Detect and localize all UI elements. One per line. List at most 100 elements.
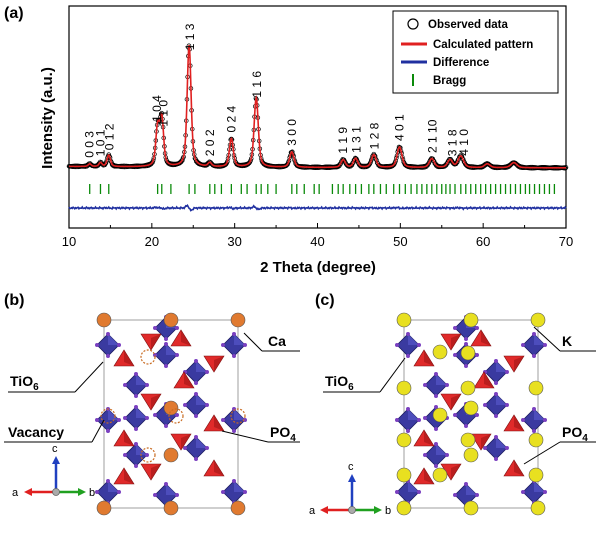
cation-atom xyxy=(396,312,412,328)
oxygen-atom xyxy=(134,394,138,398)
bragg-ticks xyxy=(89,184,556,194)
oxygen-atom xyxy=(505,446,509,450)
hkl-label: 0 2 4 xyxy=(224,105,238,132)
cation-atom xyxy=(463,500,479,516)
octahedron-facet xyxy=(136,444,147,455)
cation-atom xyxy=(96,500,112,516)
oxygen-atom xyxy=(532,332,536,336)
octahedron-facet xyxy=(108,334,119,345)
cation-atom xyxy=(460,380,476,396)
y-axis-title: Intensity (a.u.) xyxy=(39,67,56,169)
cation-atom xyxy=(163,400,179,416)
crystal-structure-c xyxy=(395,312,547,516)
x-tick-label: 50 xyxy=(393,234,407,249)
axes-triad-c: c a b xyxy=(309,461,391,517)
oxygen-atom xyxy=(164,424,168,428)
cation-atom xyxy=(528,432,544,448)
b-axis-head-b xyxy=(78,488,86,496)
oxygen-atom xyxy=(205,403,209,407)
hkl-label: 3 0 0 xyxy=(285,119,299,146)
crystal-structure-b xyxy=(95,312,247,516)
hkl-label: 1 1 9 xyxy=(336,127,350,154)
oxygen-atom xyxy=(153,413,157,417)
octahedron-facet xyxy=(136,374,147,385)
oxygen-atom xyxy=(232,354,236,358)
oxygen-atom xyxy=(117,418,121,422)
oxygen-atom xyxy=(175,353,179,357)
hkl-label: 0 0 3 xyxy=(83,131,97,158)
legend-bragg-label: Bragg xyxy=(433,75,466,87)
oxygen-atom xyxy=(134,464,138,468)
hkl-label: 4 0 1 xyxy=(393,114,407,141)
hkl-label: 2 0 2 xyxy=(203,129,217,156)
oxygen-atom xyxy=(464,364,468,368)
oxygen-atom xyxy=(417,418,421,422)
observed-data-point xyxy=(391,162,396,168)
legend-observed-label: Observed data xyxy=(428,19,508,31)
c-axis-head-c xyxy=(348,474,356,482)
oxygen-atom xyxy=(205,370,209,374)
hkl-label: 1 1 6 xyxy=(250,71,264,98)
hkl-label: 1 2 8 xyxy=(368,122,382,149)
oxygen-atom xyxy=(532,407,536,411)
oxygen-atom xyxy=(243,490,247,494)
tetrahedron-facet xyxy=(181,330,191,346)
oxygen-atom xyxy=(494,435,498,439)
octahedron-facet xyxy=(496,437,507,448)
po4-text-c: PO xyxy=(562,424,582,440)
tetrahedron-facet xyxy=(451,334,461,350)
vacancy-site xyxy=(140,349,156,365)
hkl-label: 1 0 4 xyxy=(150,95,164,122)
oxygen-atom xyxy=(145,453,149,457)
ca-label: Ca xyxy=(268,333,286,349)
tio6-leader-b xyxy=(74,361,104,393)
tetrahedron-facet xyxy=(214,356,224,372)
octahedron-facet xyxy=(108,481,119,492)
tetrahedron-facet xyxy=(214,460,224,476)
hkl-label: 3 1 8 xyxy=(446,129,460,156)
cation-atom xyxy=(163,312,179,328)
cation-atom xyxy=(528,380,544,396)
octahedron-facet xyxy=(196,361,207,372)
tetrahedron-facet xyxy=(124,468,134,484)
oxygen-atom xyxy=(145,416,149,420)
oxygen-atom xyxy=(475,413,479,417)
oxygen-atom xyxy=(194,414,198,418)
oxygen-atom xyxy=(243,343,247,347)
oxygen-atom xyxy=(434,394,438,398)
octahedron-facet xyxy=(466,484,477,495)
oxygen-atom xyxy=(464,337,468,341)
b-axis-letter-b: b xyxy=(89,487,95,499)
cation-atom xyxy=(396,380,412,396)
cation-atom xyxy=(396,432,412,448)
tetrahedron-facet xyxy=(481,330,491,346)
panel-b-label: (b) xyxy=(4,292,24,309)
tetrahedron-facet xyxy=(124,430,134,446)
oxygen-atom xyxy=(423,416,427,420)
oxygen-atom xyxy=(106,479,110,483)
oxygen-atom xyxy=(464,424,468,428)
oxygen-atom xyxy=(395,343,399,347)
octahedron-facet xyxy=(496,394,507,405)
axes-triad-b: c a b xyxy=(12,443,95,499)
oxygen-atom xyxy=(243,418,247,422)
octahedron-facet xyxy=(234,481,245,492)
oxygen-atom xyxy=(221,418,225,422)
tio6-text-b: TiO xyxy=(10,373,33,389)
oxygen-atom xyxy=(164,337,168,341)
x-tick-label: 10 xyxy=(62,234,76,249)
tetrahedron-facet xyxy=(514,460,524,476)
oxygen-atom xyxy=(543,418,547,422)
octahedron-facet xyxy=(196,437,207,448)
oxygen-atom xyxy=(95,490,99,494)
tetrahedron-facet xyxy=(181,434,191,450)
tetrahedron-facet xyxy=(481,434,491,450)
oxygen-atom xyxy=(95,343,99,347)
octahedron-facet xyxy=(408,409,419,420)
hkl-label: 1 1 3 xyxy=(183,23,197,50)
vacancy-site xyxy=(100,408,116,424)
oxygen-atom xyxy=(117,490,121,494)
observed-data-point xyxy=(342,159,347,164)
observed-data-point xyxy=(366,162,372,167)
panel-a-label: (a) xyxy=(4,5,24,22)
